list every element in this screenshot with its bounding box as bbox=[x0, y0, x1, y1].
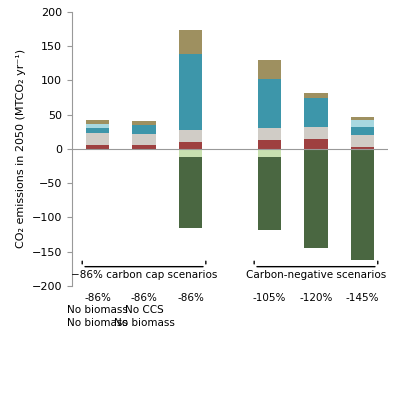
Bar bbox=[304, 93, 328, 98]
Bar bbox=[304, 139, 328, 149]
Bar bbox=[132, 121, 156, 125]
Bar bbox=[179, 130, 202, 142]
Bar bbox=[351, 149, 374, 260]
Bar bbox=[258, 157, 281, 230]
Bar bbox=[86, 123, 109, 128]
Bar bbox=[351, 135, 374, 147]
Bar bbox=[132, 125, 156, 135]
Bar bbox=[132, 145, 156, 149]
Bar bbox=[258, 128, 281, 140]
Bar bbox=[258, 149, 281, 157]
Y-axis label: CO₂ emissions in 2050 (MTCO₂ yr⁻¹): CO₂ emissions in 2050 (MTCO₂ yr⁻¹) bbox=[16, 49, 26, 249]
Bar bbox=[86, 133, 109, 145]
Bar bbox=[304, 149, 328, 248]
Bar bbox=[179, 149, 202, 157]
Bar bbox=[258, 79, 281, 128]
Bar bbox=[351, 120, 374, 127]
Text: Carbon-negative scenarios: Carbon-negative scenarios bbox=[246, 270, 386, 280]
Bar bbox=[86, 120, 109, 123]
Bar bbox=[351, 127, 374, 135]
Bar bbox=[179, 31, 202, 54]
Bar bbox=[258, 60, 281, 79]
Bar bbox=[304, 98, 328, 127]
Bar bbox=[179, 157, 202, 227]
Bar bbox=[179, 142, 202, 149]
Bar bbox=[304, 127, 328, 139]
Bar bbox=[86, 128, 109, 133]
Bar bbox=[86, 145, 109, 149]
Bar bbox=[351, 147, 374, 149]
Bar bbox=[179, 54, 202, 130]
Bar bbox=[351, 117, 374, 120]
Bar bbox=[132, 135, 156, 145]
Bar bbox=[258, 140, 281, 149]
Text: −86% carbon cap scenarios: −86% carbon cap scenarios bbox=[71, 270, 217, 280]
